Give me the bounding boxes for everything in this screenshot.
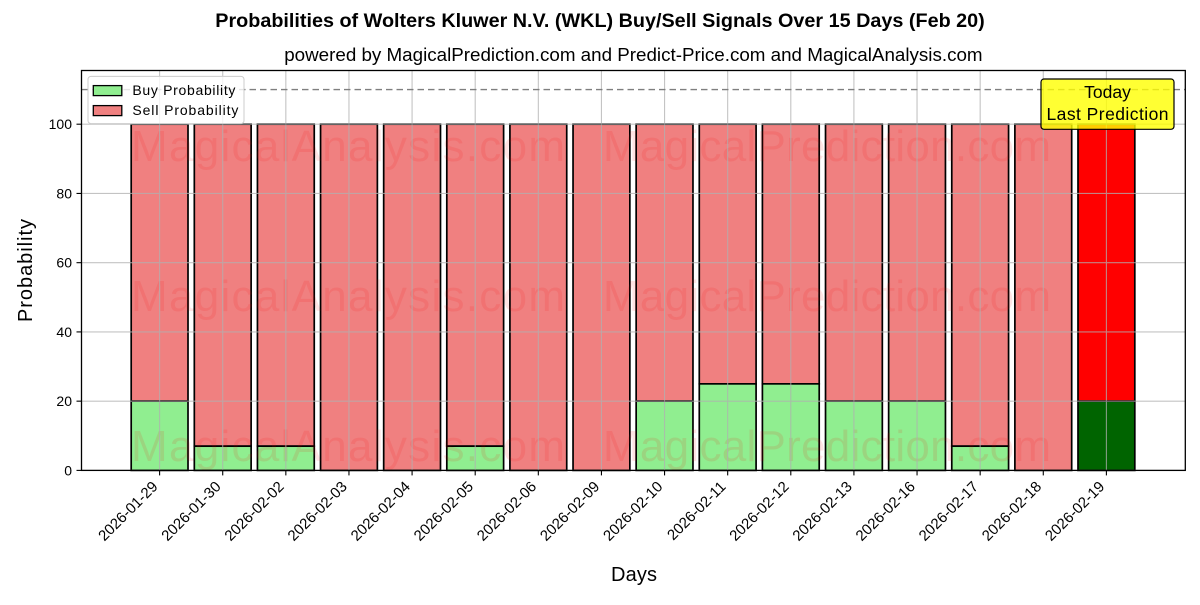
svg-text:MagicalPrediction.com: MagicalPrediction.com bbox=[603, 122, 1051, 171]
svg-text:Last Prediction: Last Prediction bbox=[1047, 104, 1169, 124]
svg-text:MagicalAnalysis.com: MagicalAnalysis.com bbox=[131, 122, 565, 171]
svg-text:80: 80 bbox=[56, 185, 72, 201]
svg-text:Buy Probability: Buy Probability bbox=[132, 82, 235, 98]
svg-text:Days: Days bbox=[611, 564, 657, 586]
svg-text:Probability: Probability bbox=[15, 219, 37, 322]
svg-text:MagicalPrediction.com: MagicalPrediction.com bbox=[603, 422, 1051, 471]
svg-text:100: 100 bbox=[49, 116, 73, 132]
svg-text:20: 20 bbox=[56, 393, 72, 409]
svg-text:MagicalAnalysis.com: MagicalAnalysis.com bbox=[131, 422, 565, 471]
svg-text:MagicalAnalysis.com: MagicalAnalysis.com bbox=[131, 272, 565, 321]
svg-text:Probabilities of Wolters Kluwe: Probabilities of Wolters Kluwer N.V. (WK… bbox=[215, 10, 984, 32]
svg-text:40: 40 bbox=[56, 324, 72, 340]
svg-text:powered by MagicalPrediction.c: powered by MagicalPrediction.com and Pre… bbox=[284, 44, 982, 65]
svg-text:0: 0 bbox=[64, 462, 72, 478]
svg-text:Today: Today bbox=[1084, 82, 1131, 102]
svg-text:MagicalPrediction.com: MagicalPrediction.com bbox=[603, 272, 1051, 321]
svg-text:60: 60 bbox=[56, 255, 72, 271]
svg-text:Sell Probability: Sell Probability bbox=[132, 102, 238, 118]
